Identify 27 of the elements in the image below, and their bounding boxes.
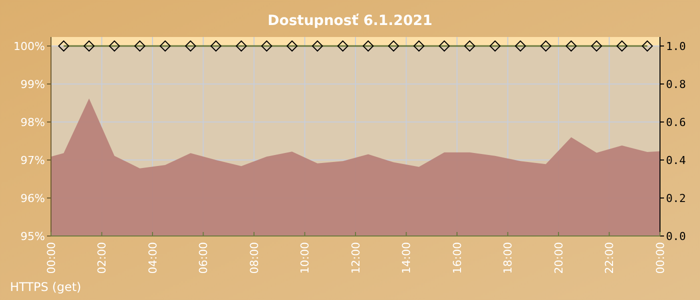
y-tick-label: 99% bbox=[20, 78, 45, 91]
y2-tick-label: 1.0 bbox=[666, 40, 686, 53]
x-tick-label: 18:00 bbox=[502, 242, 515, 274]
y2-tick-label: 0.8 bbox=[666, 78, 686, 91]
y-tick-label: 96% bbox=[20, 192, 45, 205]
y2-tick-label: 0.0 bbox=[666, 230, 686, 243]
x-tick-label: 20:00 bbox=[552, 242, 566, 274]
x-tick-label: 00:00 bbox=[44, 242, 58, 274]
x-tick-label: 08:00 bbox=[248, 242, 261, 274]
y2-tick-label: 0.6 bbox=[666, 116, 686, 129]
x-tick-label: 10:00 bbox=[298, 242, 312, 274]
y2-tick-label: 0.2 bbox=[666, 192, 686, 205]
text: HTTPS (get) bbox=[10, 280, 82, 294]
x-tick-label: 12:00 bbox=[349, 242, 362, 274]
chart-title: Dostupnosť 6.1.2021 bbox=[268, 13, 432, 29]
x-tick-label: 14:00 bbox=[400, 242, 414, 274]
y-tick-label: 97% bbox=[20, 154, 45, 167]
y2-tick-label: 0.4 bbox=[666, 154, 686, 167]
x-tick-label: 00:00 bbox=[654, 242, 667, 274]
x-tick-label: 02:00 bbox=[96, 242, 109, 274]
y-tick-label: 98% bbox=[20, 116, 45, 129]
x-tick-label: 16:00 bbox=[450, 242, 464, 274]
y-tick-label: 95% bbox=[20, 230, 45, 243]
y-tick-label: 100% bbox=[14, 40, 45, 53]
x-tick-label: 22:00 bbox=[603, 242, 616, 274]
x-tick-label: 04:00 bbox=[146, 242, 160, 274]
x-tick-label: 06:00 bbox=[197, 242, 210, 274]
